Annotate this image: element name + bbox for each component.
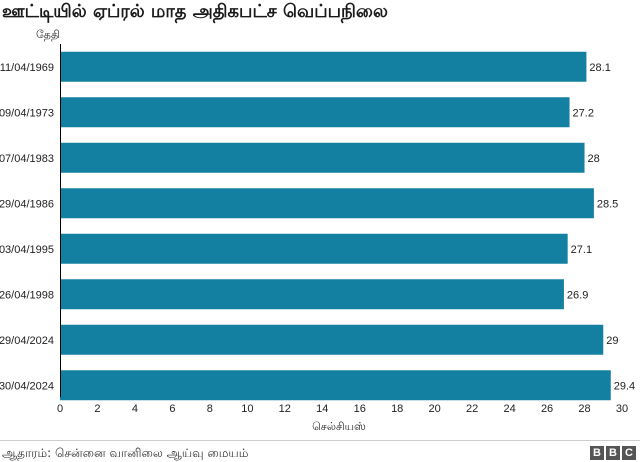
category-label: 03/04/1995 bbox=[0, 244, 54, 256]
data-label: 26.9 bbox=[567, 289, 588, 301]
category-label: 09/04/1973 bbox=[0, 107, 54, 119]
x-tick-label: 10 bbox=[241, 403, 253, 415]
logo-letter: C bbox=[622, 446, 636, 460]
x-tick-label: 20 bbox=[429, 403, 441, 415]
bar-chart: தேதி 11/04/1969 09/04/1973 07/04/1983 29/04… bbox=[0, 29, 635, 433]
x-tick-label: 8 bbox=[207, 403, 213, 415]
category-labels: 11/04/1969 09/04/1973 07/04/1983 29/04/1986… bbox=[0, 62, 54, 393]
y-axis-label: தேதி bbox=[36, 29, 60, 41]
x-tick-label: 12 bbox=[279, 403, 291, 415]
category-label: 30/04/2024 bbox=[0, 380, 54, 392]
data-labels: 28.1 27.2 28 28.5 27.1 26.9 29 29.4 bbox=[567, 62, 635, 393]
x-tick-label: 16 bbox=[354, 403, 366, 415]
data-label: 28 bbox=[588, 153, 600, 165]
x-tick-label: 22 bbox=[466, 403, 478, 415]
bars-group bbox=[60, 51, 611, 401]
data-label: 28.1 bbox=[589, 62, 610, 74]
category-label: 07/04/1983 bbox=[0, 153, 54, 165]
logo-letter: B bbox=[590, 446, 604, 460]
category-label: 29/04/2024 bbox=[0, 335, 54, 347]
bbc-logo: B B C bbox=[590, 446, 636, 460]
category-label: 11/04/1969 bbox=[0, 62, 54, 74]
bar bbox=[60, 188, 594, 219]
x-tick-label: 2 bbox=[94, 403, 100, 415]
data-label: 29.4 bbox=[614, 380, 635, 392]
bar bbox=[60, 51, 587, 82]
x-tick-label: 24 bbox=[503, 403, 515, 415]
data-label: 27.1 bbox=[571, 244, 592, 256]
x-tick-label: 18 bbox=[391, 403, 403, 415]
category-label: 26/04/1998 bbox=[0, 289, 54, 301]
bar bbox=[60, 324, 604, 355]
data-label: 28.5 bbox=[597, 198, 618, 210]
bar bbox=[60, 233, 568, 264]
x-tick-label: 4 bbox=[132, 403, 138, 415]
data-label: 29 bbox=[606, 335, 618, 347]
x-tick-label: 30 bbox=[616, 403, 628, 415]
x-tick-label: 26 bbox=[541, 403, 553, 415]
footer-divider bbox=[0, 440, 640, 441]
category-label: 29/04/1986 bbox=[0, 198, 54, 210]
x-axis-ticks: 0 2 4 6 8 10 12 14 16 18 20 22 24 26 28 30 bbox=[57, 403, 628, 415]
chart-title: ஊட்டியில் ஏப்ரல் மாத அதிகபட்ச வெப்பநிலை bbox=[2, 1, 388, 22]
source-note: ஆதாரம்: சென்னை வானிலை ஆய்வு மையம் bbox=[2, 446, 249, 460]
logo-letter: B bbox=[606, 446, 620, 460]
bar bbox=[60, 279, 564, 310]
bar bbox=[60, 370, 611, 401]
bar bbox=[60, 142, 585, 173]
x-tick-label: 6 bbox=[169, 403, 175, 415]
x-tick-label: 0 bbox=[57, 403, 63, 415]
data-label: 27.2 bbox=[573, 107, 594, 119]
x-tick-label: 14 bbox=[316, 403, 328, 415]
x-axis-label: செல்சியஸ் bbox=[312, 421, 366, 433]
x-tick-label: 28 bbox=[578, 403, 590, 415]
bar bbox=[60, 97, 570, 128]
